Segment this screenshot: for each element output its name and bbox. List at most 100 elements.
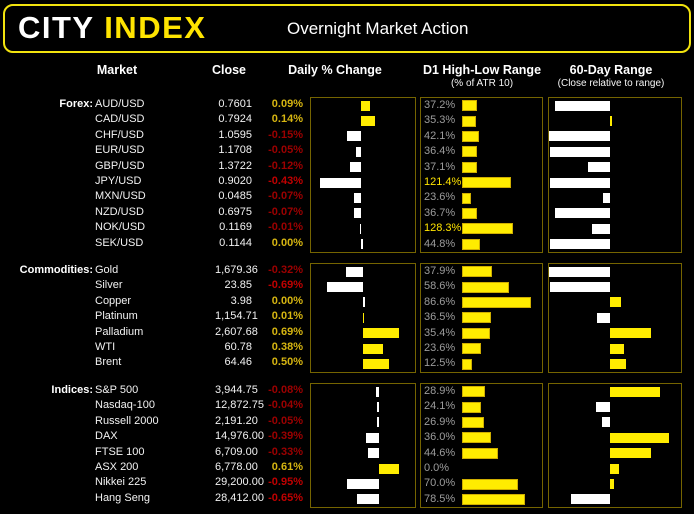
- section-label: [0, 174, 93, 189]
- d1-range-bar: [462, 493, 525, 505]
- change-value: -0.33%: [268, 445, 303, 458]
- d1-range-slot: 23.6%: [421, 190, 542, 205]
- d1-range-bar: [462, 416, 484, 428]
- market-row: NOK/USD 0.1169 -0.01%: [0, 220, 303, 235]
- daily-change-slot: [311, 476, 415, 491]
- d1-range-slot: 36.4%: [421, 144, 542, 159]
- daily-change-slot: [311, 144, 415, 159]
- range-position-slot: [549, 160, 681, 175]
- d1-range-bar: [462, 281, 509, 293]
- range-position-bar: [571, 494, 611, 505]
- range-position-slot: [549, 113, 681, 128]
- d1-range-value: 35.4%: [424, 326, 456, 339]
- close-value: 3,944.75: [215, 384, 258, 396]
- d1-range-bar: [462, 432, 491, 444]
- range-position-slot: [549, 461, 681, 476]
- section-label: [0, 355, 93, 370]
- d1-range-slot: 44.6%: [421, 446, 542, 461]
- d1-range-value: 37.2%: [424, 99, 456, 111]
- city-index-logo: CITY INDEX: [18, 10, 206, 46]
- daily-change-bar: [356, 146, 362, 157]
- change-value: 0.01%: [271, 310, 303, 323]
- daily-change-bar: [319, 177, 362, 188]
- d1-range-chart-commodities: 37.9% 58.6% 86.6% 36.5% 35.4% 23.6% 12.5%: [420, 263, 543, 373]
- daily-change-slot: [311, 492, 415, 507]
- daily-change-slot: [311, 113, 415, 128]
- section-labels-indices: Indices: S&P 500 3,944.75 -0.08% Nasdaq-100 1…: [0, 383, 303, 506]
- d1-range-chart-forex: 37.2% 35.3% 42.1% 36.4% 37.1% 121.4% 23.6% 36.7…: [420, 97, 543, 253]
- market-row: Nasdaq-100 12,872.75 -0.04%: [0, 398, 303, 413]
- market-row: Palladium 2,607.68 0.69%: [0, 325, 303, 340]
- daily-change-slot: [311, 415, 415, 430]
- section-forex: Forex: AUD/USD 0.7601 0.09% CAD/USD 0.7924 0.1…: [0, 97, 694, 253]
- section-label: Forex:: [59, 98, 93, 110]
- d1-range-slot: 23.6%: [421, 341, 542, 356]
- market-row: ASX 200 6,778.00 0.61%: [0, 460, 303, 475]
- close-value: 6,709.00: [215, 445, 258, 458]
- range-position-bar: [550, 177, 611, 188]
- sixty-day-range-title: 60-Day Range: [569, 63, 653, 77]
- change-value: 0.09%: [271, 98, 303, 110]
- page-title: Overnight Market Action: [287, 19, 469, 38]
- change-value: -0.04%: [268, 399, 303, 412]
- d1-range-slot: 121.4%: [421, 175, 542, 190]
- d1-range-slot: 0.0%: [421, 461, 542, 476]
- market-row: Copper 3.98 0.00%: [0, 294, 303, 309]
- close-value: 0.1144: [219, 236, 252, 249]
- section-label: [0, 445, 93, 460]
- change-value: -0.65%: [268, 491, 303, 504]
- d1-range-value: 42.1%: [424, 129, 456, 142]
- market-row: CAD/USD 0.7924 0.14%: [0, 112, 303, 127]
- daily-change-bar: [354, 192, 362, 203]
- close-value: 0.0485: [218, 190, 252, 203]
- range-position-bar: [610, 448, 652, 459]
- daily-change-slot: [311, 399, 415, 414]
- d1-range-value: 128.3%: [424, 222, 462, 235]
- d1-range-slot: 26.9%: [421, 415, 542, 430]
- section-label: [0, 143, 93, 158]
- d1-range-value: 121.4%: [424, 175, 462, 188]
- range-position-slot: [549, 144, 681, 159]
- market-row: MXN/USD 0.0485 -0.07%: [0, 189, 303, 204]
- market-name: NZD/USD: [95, 205, 144, 218]
- range-position-bar: [610, 478, 615, 489]
- daily-change-bar: [363, 312, 364, 323]
- range-position-bar: [610, 386, 660, 397]
- daily-change-slot: [311, 175, 415, 190]
- market-name: GBP/USD: [95, 159, 145, 172]
- change-value: 0.50%: [271, 356, 303, 369]
- range-position-slot: [549, 98, 681, 113]
- market-row: JPY/USD 0.9020 -0.43%: [0, 174, 303, 189]
- range-position-slot: [549, 446, 681, 461]
- section-label: [0, 491, 93, 506]
- d1-range-bar: [462, 223, 514, 235]
- daily-change-bar: [363, 343, 383, 354]
- daily-change-bar: [354, 208, 362, 219]
- change-value: -0.43%: [268, 174, 303, 187]
- market-name: EUR/USD: [95, 144, 145, 157]
- market-row: Commodities: Gold 1,679.36 -0.32%: [0, 263, 303, 278]
- range-position-bar: [610, 432, 669, 443]
- d1-range-slot: 28.9%: [421, 384, 542, 399]
- close-value: 0.9020: [218, 174, 252, 187]
- market-name: Hang Seng: [95, 491, 151, 504]
- daily-change-bar: [365, 432, 379, 443]
- d1-range-slot: 36.7%: [421, 206, 542, 221]
- d1-range-value: 24.1%: [424, 400, 456, 413]
- market-name: AUD/USD: [95, 98, 145, 110]
- range-position-slot: [549, 356, 681, 371]
- daily-change-slot: [311, 206, 415, 221]
- range-position-bar: [554, 208, 611, 219]
- section-label: [0, 460, 93, 475]
- daily-change-slot: [311, 264, 415, 279]
- market-row: Nikkei 225 29,200.00 -0.95%: [0, 475, 303, 490]
- range-position-bar: [596, 312, 611, 323]
- daily-change-bar: [327, 281, 363, 292]
- market-name: Platinum: [95, 310, 138, 323]
- daily-change-slot: [311, 295, 415, 310]
- range-position-bar: [610, 463, 620, 474]
- column-header-d1-range: D1 High-Low Range (% of ATR 10): [412, 63, 552, 89]
- close-value: 1,154.71: [215, 310, 258, 323]
- close-value: 1.0595: [218, 128, 252, 141]
- d1-range-slot: 12.5%: [421, 356, 542, 371]
